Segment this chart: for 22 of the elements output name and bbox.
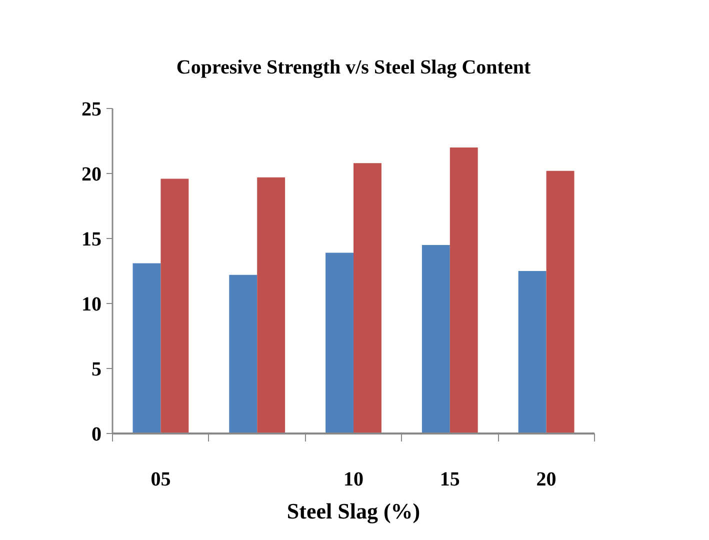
- x-tick-label: 15: [440, 468, 460, 490]
- y-tick-label: 20: [82, 164, 102, 186]
- bar: [422, 245, 450, 434]
- y-tick-label: 5: [92, 358, 102, 380]
- x-axis-title: Steel Slag (%): [286, 498, 420, 524]
- bar: [326, 252, 354, 434]
- bar: [257, 177, 286, 434]
- bar: [354, 163, 382, 434]
- y-tick-label: 25: [82, 98, 102, 120]
- x-tick-label: 05: [150, 468, 171, 490]
- x-tick-label: 20: [536, 468, 556, 490]
- bar: [132, 263, 161, 434]
- y-tick-label: 10: [82, 294, 102, 316]
- chart-title: Copresive Strength v/s Steel Slag Content: [176, 56, 531, 78]
- bar: [450, 148, 478, 434]
- bar: [546, 170, 574, 434]
- bar: [518, 271, 546, 434]
- bar: [229, 274, 258, 434]
- y-tick-label: 0: [92, 424, 102, 446]
- x-tick-label: 10: [344, 468, 364, 490]
- y-tick-label: 15: [82, 228, 102, 250]
- bar: [160, 178, 189, 434]
